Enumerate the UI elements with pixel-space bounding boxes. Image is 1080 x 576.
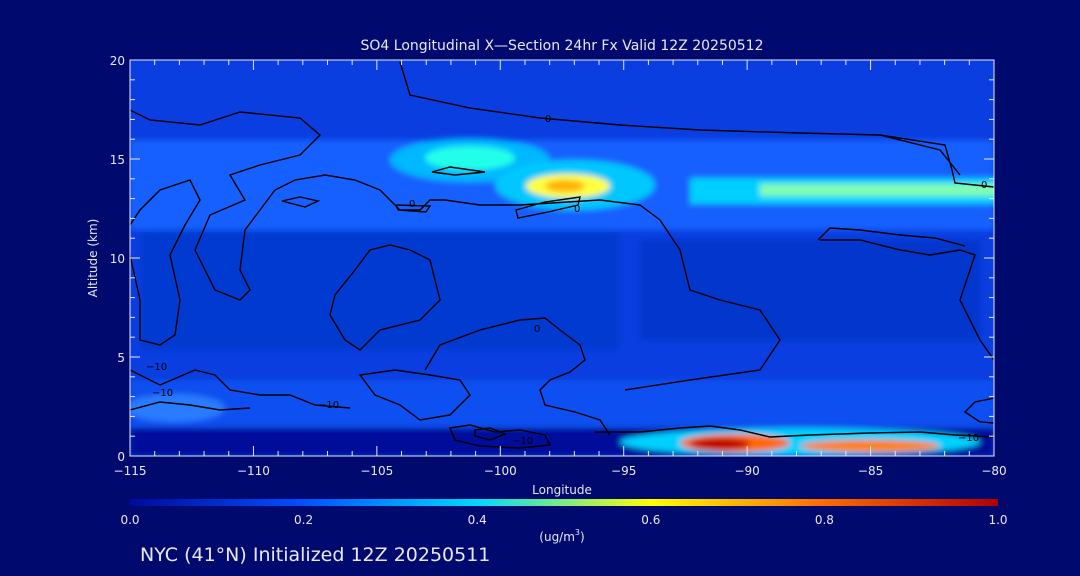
colorbar-units-prefix: (ug/m [539, 530, 575, 544]
y-tick-label: 10 [110, 252, 125, 266]
x-tick-label: −105 [360, 464, 393, 478]
contour-line [431, 166, 486, 176]
contour-lines [130, 61, 994, 449]
contour-label: 0 [409, 199, 415, 210]
contour-line [424, 317, 611, 436]
upper-maximum-center [545, 180, 585, 192]
contour-line [879, 134, 961, 176]
y-tick-label: 5 [117, 351, 125, 365]
low-west-feature [130, 394, 225, 422]
contour-line [963, 397, 994, 424]
colorbar-tick-label: 0.6 [641, 513, 660, 527]
y-axis-label: Altitude (km) [86, 219, 100, 298]
contour-line [474, 427, 507, 441]
contour-line [595, 425, 994, 438]
contour-labels: 0 0 0 0 0 −10 −10 −10 −10 −10 [146, 114, 987, 447]
contour-line [329, 244, 441, 351]
contour-label: 0 [574, 204, 580, 215]
surface-maximum-core [690, 438, 750, 450]
x-axis: −115 −110 −105 −100 −95 −90 −85 −80 [114, 60, 1007, 478]
colorbar-units-suffix: ) [580, 530, 585, 544]
contour-label: 0 [534, 324, 540, 335]
y-tick-label: 0 [117, 450, 125, 464]
contour-line [130, 401, 251, 411]
contour-label: −10 [958, 433, 979, 444]
contour-line [820, 239, 994, 361]
x-tick-label: −90 [734, 464, 759, 478]
contour-label: −10 [152, 388, 173, 399]
colorbar [130, 499, 998, 506]
colorbar-tick-label: 0.8 [815, 513, 834, 527]
secondary-maximum-core [425, 146, 515, 170]
contour-label: −10 [512, 436, 533, 447]
contour-line [281, 196, 321, 208]
colorbar-tick-label: 0.2 [294, 513, 313, 527]
station-footer: NYC (41°N) Initialized 12Z 20250511 [140, 544, 490, 566]
x-tick-label: −110 [237, 464, 270, 478]
contour-line [817, 227, 966, 247]
chart-title: SO4 Longitudinal X—Section 24hr Fx Valid… [361, 38, 764, 54]
heatmap-field: 0 0 0 0 0 −10 −10 −10 −10 −10 [130, 60, 994, 456]
colorbar-units: (ug/m3) [539, 528, 584, 544]
x-tick-label: −80 [981, 464, 1006, 478]
colorbar-tick-label: 0.0 [120, 513, 139, 527]
colorbar-tick-label: 1.0 [988, 513, 1007, 527]
contour-line [399, 61, 994, 188]
colorbar-units-sup: 3 [575, 528, 580, 537]
contour-label: 0 [981, 180, 987, 191]
contour-label: −10 [318, 400, 339, 411]
x-tick-label: −115 [114, 464, 147, 478]
contour-line [394, 204, 432, 213]
contour-label: −10 [146, 362, 167, 373]
contour-label: 0 [545, 114, 551, 125]
contour-line [358, 369, 471, 421]
contour-line [515, 196, 581, 219]
contour-line [130, 369, 351, 409]
x-tick-label: −100 [484, 464, 517, 478]
east-band-core [760, 184, 994, 196]
x-axis-label: Longitude [532, 483, 592, 497]
colorbar-tick-label: 0.4 [468, 513, 487, 527]
contour-line [130, 109, 781, 391]
surface-east-feature [800, 440, 940, 452]
colorbar-ticks: 0.0 0.2 0.4 0.6 0.8 1.0 [120, 513, 1007, 527]
y-tick-label: 15 [110, 153, 125, 167]
y-axis: 0 5 10 15 20 [110, 54, 994, 464]
x-tick-label: −85 [858, 464, 883, 478]
x-tick-label: −95 [611, 464, 636, 478]
mid-dark-region-east [640, 240, 980, 340]
y-tick-label: 20 [110, 54, 125, 68]
contour-line [130, 179, 201, 346]
